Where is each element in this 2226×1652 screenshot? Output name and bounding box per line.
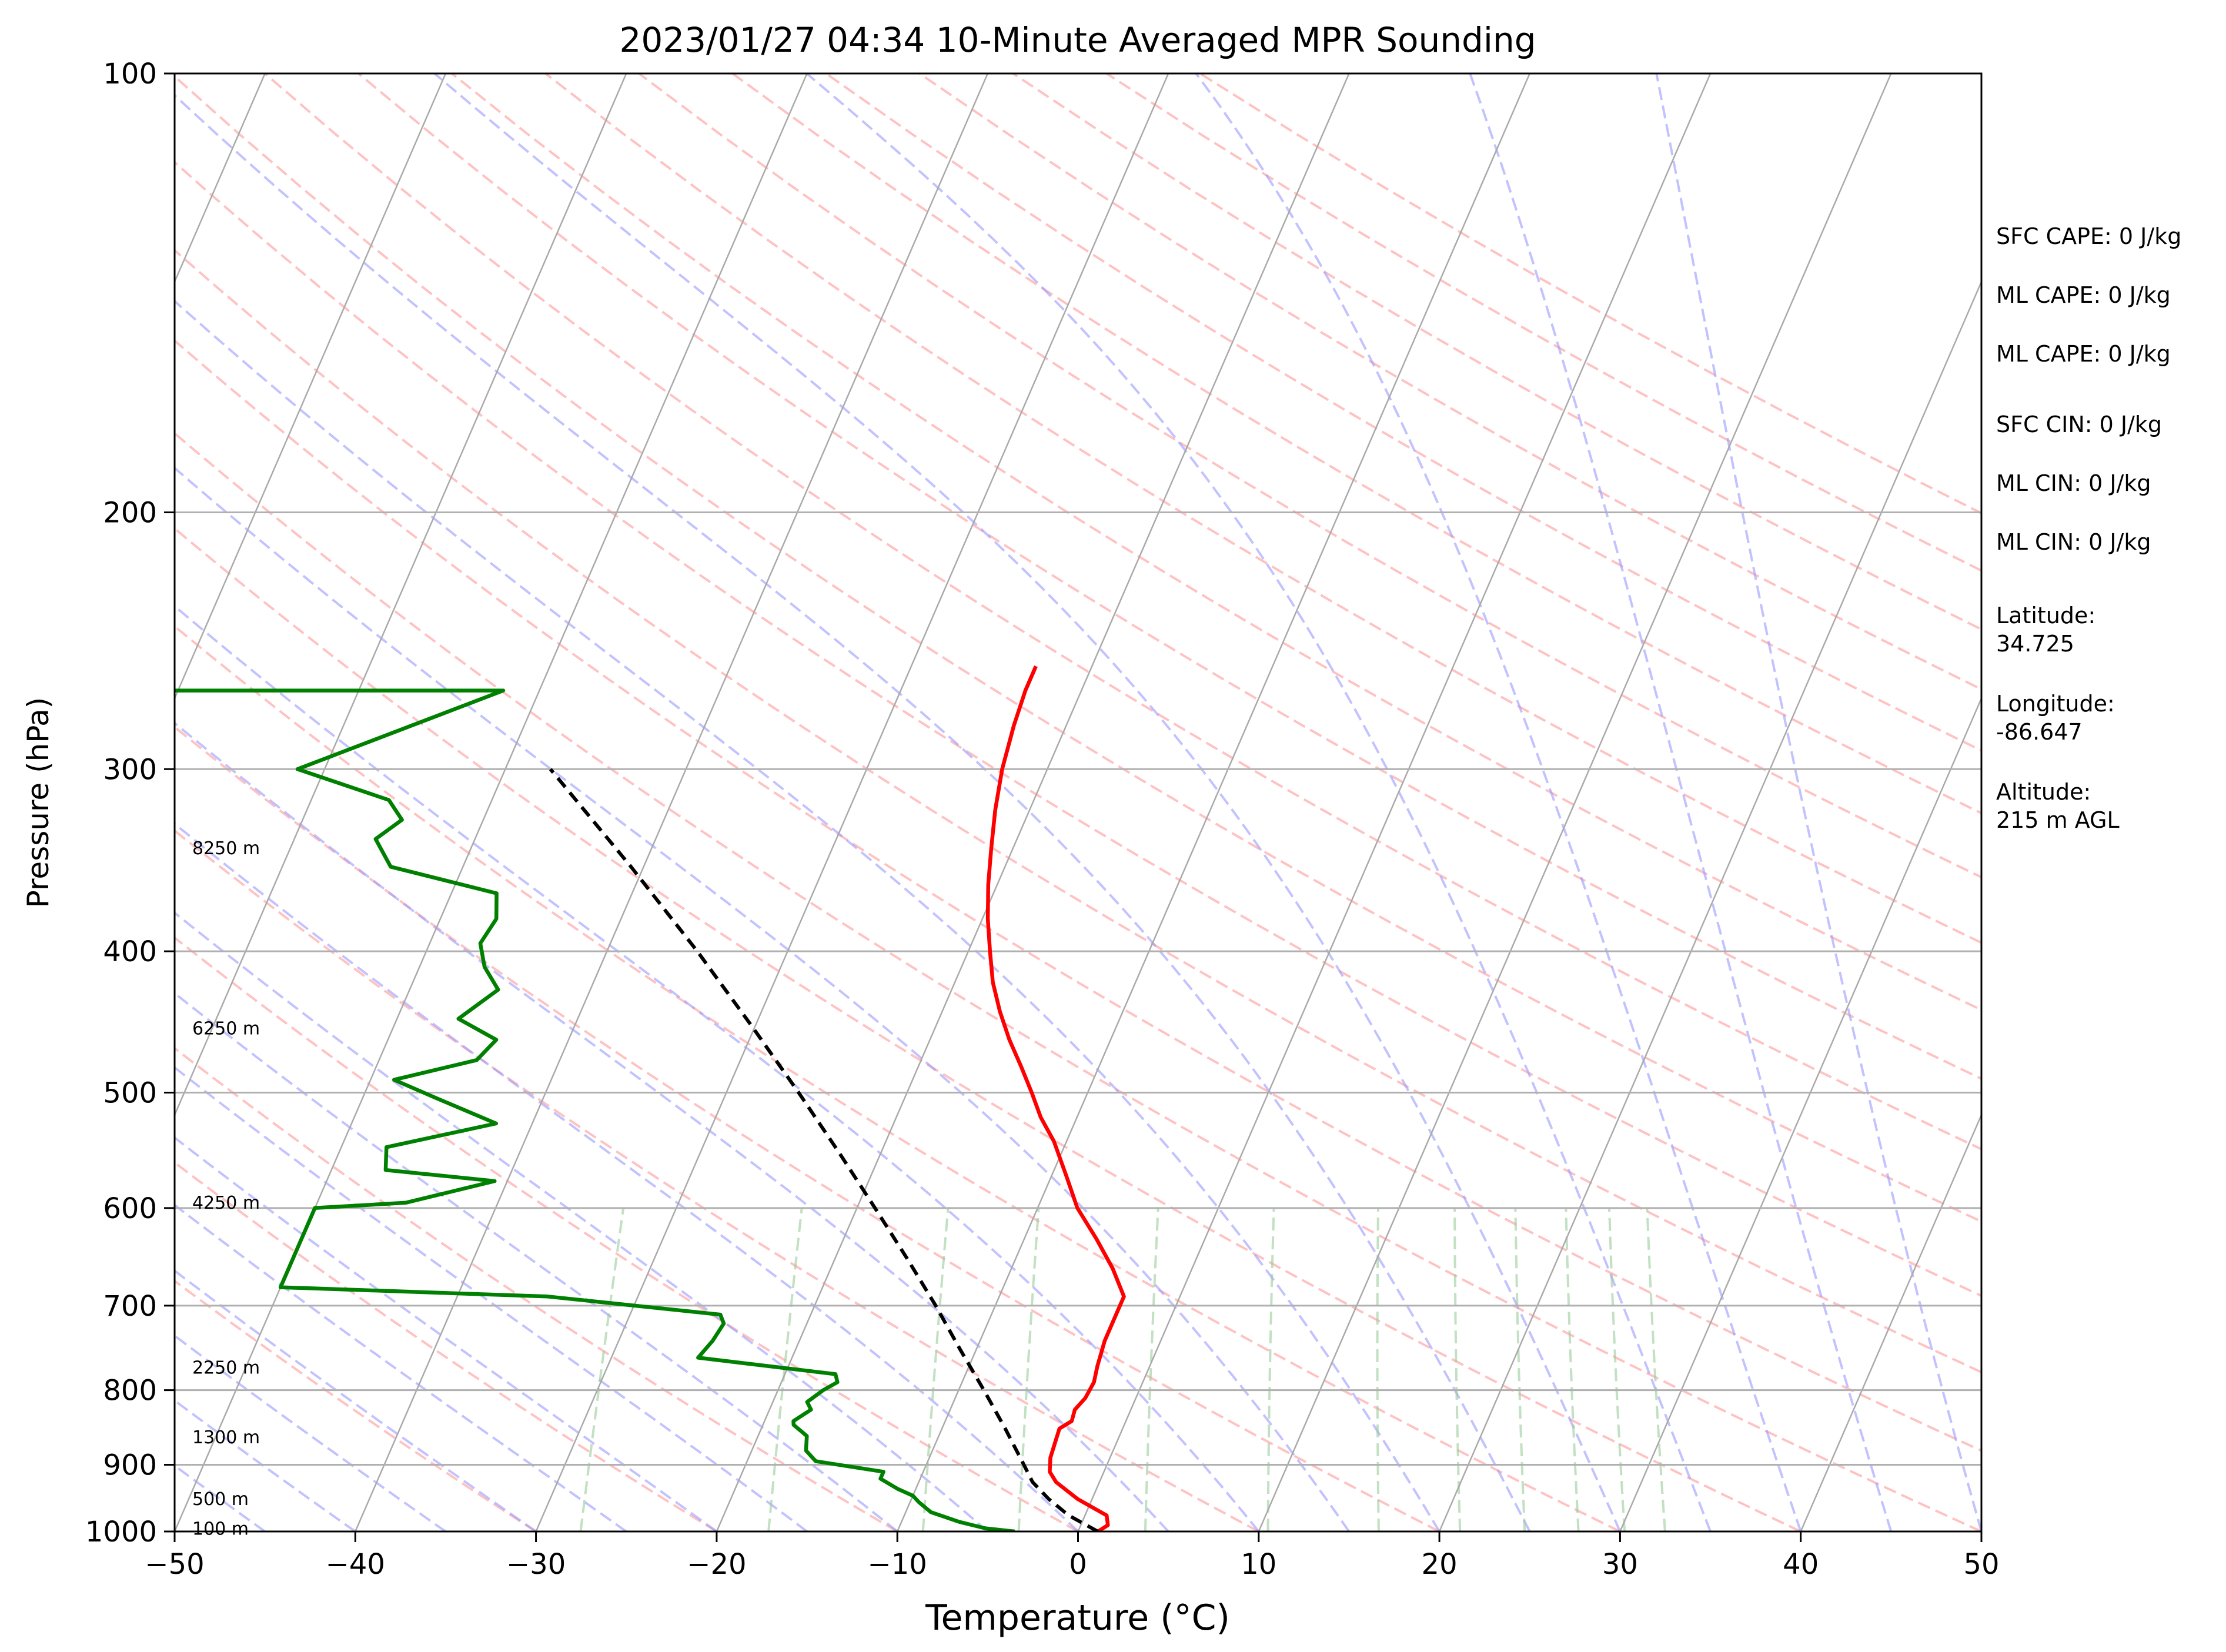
moist-adiabat: [175, 299, 1440, 1531]
y-tick-label: 400: [103, 935, 157, 968]
info-line: ML CAPE: 0 J/kg: [1996, 282, 2171, 308]
x-tick-label: 50: [1963, 1548, 1999, 1581]
height-label: 500 m: [192, 1489, 249, 1510]
y-tick-label: 900: [103, 1449, 157, 1482]
x-tick-label: −30: [506, 1548, 566, 1581]
y-tick-label: 500: [103, 1076, 157, 1109]
dry-adiabat: [544, 73, 1981, 944]
isotherm-line: [716, 73, 1350, 1531]
moist-adiabat: [175, 911, 989, 1531]
dry-adiabat: [175, 624, 1621, 1531]
isotherm-line: [1077, 73, 1712, 1531]
x-tick-label: 30: [1602, 1548, 1638, 1581]
height-label: 4250 m: [192, 1193, 260, 1213]
temperature-line: [985, 665, 1126, 1531]
y-tick-label: 1000: [85, 1516, 157, 1549]
info-panel: SFC CAPE: 0 J/kg ML CAPE: 0 J/kg ML CAPE: …: [1996, 223, 2181, 833]
info-line: SFC CAPE: 0 J/kg: [1996, 223, 2181, 249]
dry-adiabat: [357, 73, 1981, 1080]
info-line: ML CIN: 0 J/kg: [1996, 470, 2151, 496]
dry-adiabat: [731, 73, 1981, 815]
moist-adiabat: [433, 73, 1622, 1531]
x-tick-label: 20: [1422, 1548, 1458, 1581]
y-axis-label: Pressure (hPa): [21, 697, 55, 908]
isotherm-line: [175, 73, 447, 700]
height-labels: 100 m 500 m 1300 m 2250 m 4250 m 6250 m 8250 m: [192, 838, 260, 1540]
moist-adiabat: [175, 1203, 627, 1531]
x-tick-label: 10: [1241, 1548, 1276, 1581]
moist-adiabat: [175, 721, 1169, 1531]
info-line: ML CAPE: 0 J/kg: [1996, 341, 2171, 367]
info-line: Latitude:: [1996, 603, 2095, 628]
dry-adiabat: [175, 1161, 717, 1531]
isotherm-line: [1258, 73, 1892, 1531]
y-tick-label: 100: [103, 58, 157, 91]
parcel-line: [549, 768, 1099, 1531]
moist-adiabat: [805, 73, 1712, 1531]
dry-adiabat: [638, 73, 1981, 879]
isotherm-line: [1438, 280, 1981, 1531]
x-tick-label: −20: [687, 1548, 746, 1581]
height-label: 1300 m: [192, 1427, 260, 1448]
dry-adiabat: [175, 339, 1981, 1452]
info-line: Altitude:: [1996, 779, 2091, 805]
y-tick-label: 700: [103, 1290, 157, 1323]
height-label: 8250 m: [192, 838, 260, 859]
height-label: 100 m: [192, 1519, 249, 1540]
dry-adiabat: [175, 1046, 898, 1531]
moist-adiabat: [175, 466, 1351, 1531]
moist-adiabat: [1655, 73, 1981, 1531]
isotherm-line: [1619, 696, 1981, 1531]
info-line: ML CIN: 0 J/kg: [1996, 529, 2151, 555]
moist-adiabat: [175, 93, 1531, 1531]
moist-adiabat: [175, 1269, 537, 1531]
isotherm-line: [1800, 1113, 1981, 1531]
dry-adiabat: [918, 73, 1981, 691]
moist-adiabat: [175, 822, 1079, 1531]
y-tick-label: 200: [103, 497, 157, 530]
dewpoint-line: [175, 688, 1015, 1531]
info-line: 34.725: [1996, 631, 2074, 657]
moist-adiabat: [175, 1066, 808, 1531]
x-tick-label: −10: [868, 1548, 927, 1581]
y-tick-label: 600: [103, 1192, 157, 1225]
info-line: -86.647: [1996, 719, 2083, 745]
x-tick-label: 40: [1783, 1548, 1819, 1581]
x-axis-label: Temperature (°C): [925, 1597, 1230, 1638]
dry-adiabat: [175, 160, 1981, 1297]
dry-adiabat: [175, 527, 1801, 1531]
info-line: Longitude:: [1996, 691, 2115, 717]
moist-adiabat: [175, 1136, 718, 1531]
dry-adiabat: [175, 936, 1079, 1531]
x-axis-ticks: −50 −40 −30 −20 −10 0 10 20 30 40 50: [145, 1531, 2000, 1581]
y-tick-label: 300: [103, 753, 157, 786]
info-line: SFC CIN: 0 J/kg: [1996, 412, 2162, 437]
x-tick-label: −50: [145, 1548, 204, 1581]
height-label: 6250 m: [192, 1019, 260, 1039]
x-tick-label: 0: [1069, 1548, 1087, 1581]
moist-adiabat: [175, 1334, 447, 1531]
moist-adiabat: [1195, 73, 1802, 1531]
isotherm-line: [535, 73, 1169, 1531]
dry-adiabat: [175, 829, 1259, 1531]
moist-adiabat: [175, 1399, 356, 1531]
chart-title: 2023/01/27 04:34 10-Minute Averaged MPR …: [619, 20, 1536, 60]
moist-adiabat: [175, 604, 1260, 1531]
moist-adiabat: [1469, 73, 1893, 1531]
isotherm-line: [175, 73, 627, 1117]
dry-adiabat: [825, 73, 1981, 752]
isotherm-line: [355, 73, 988, 1531]
dry-adiabat: [175, 249, 1981, 1374]
x-tick-label: −40: [326, 1548, 385, 1581]
isotherm-line: [897, 73, 1530, 1531]
height-label: 2250 m: [192, 1357, 260, 1378]
dry-adiabat: [175, 75, 1981, 1223]
y-tick-label: 800: [103, 1375, 157, 1407]
info-line: 215 m AGL: [1996, 807, 2120, 833]
y-axis-ticks: 1000 900 800 700 600 500 400 300 200 100: [85, 58, 175, 1549]
dry-adiabat: [451, 73, 1981, 1012]
sounding-series: [175, 665, 1126, 1531]
